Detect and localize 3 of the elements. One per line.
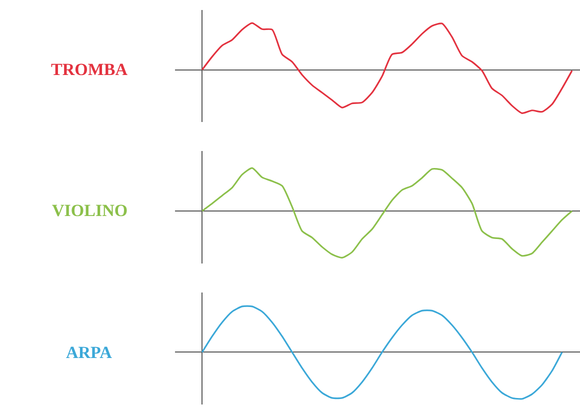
text: VIOLINO [52, 201, 128, 220]
text: ARPA [66, 343, 113, 362]
text: TROMBA [51, 60, 128, 79]
